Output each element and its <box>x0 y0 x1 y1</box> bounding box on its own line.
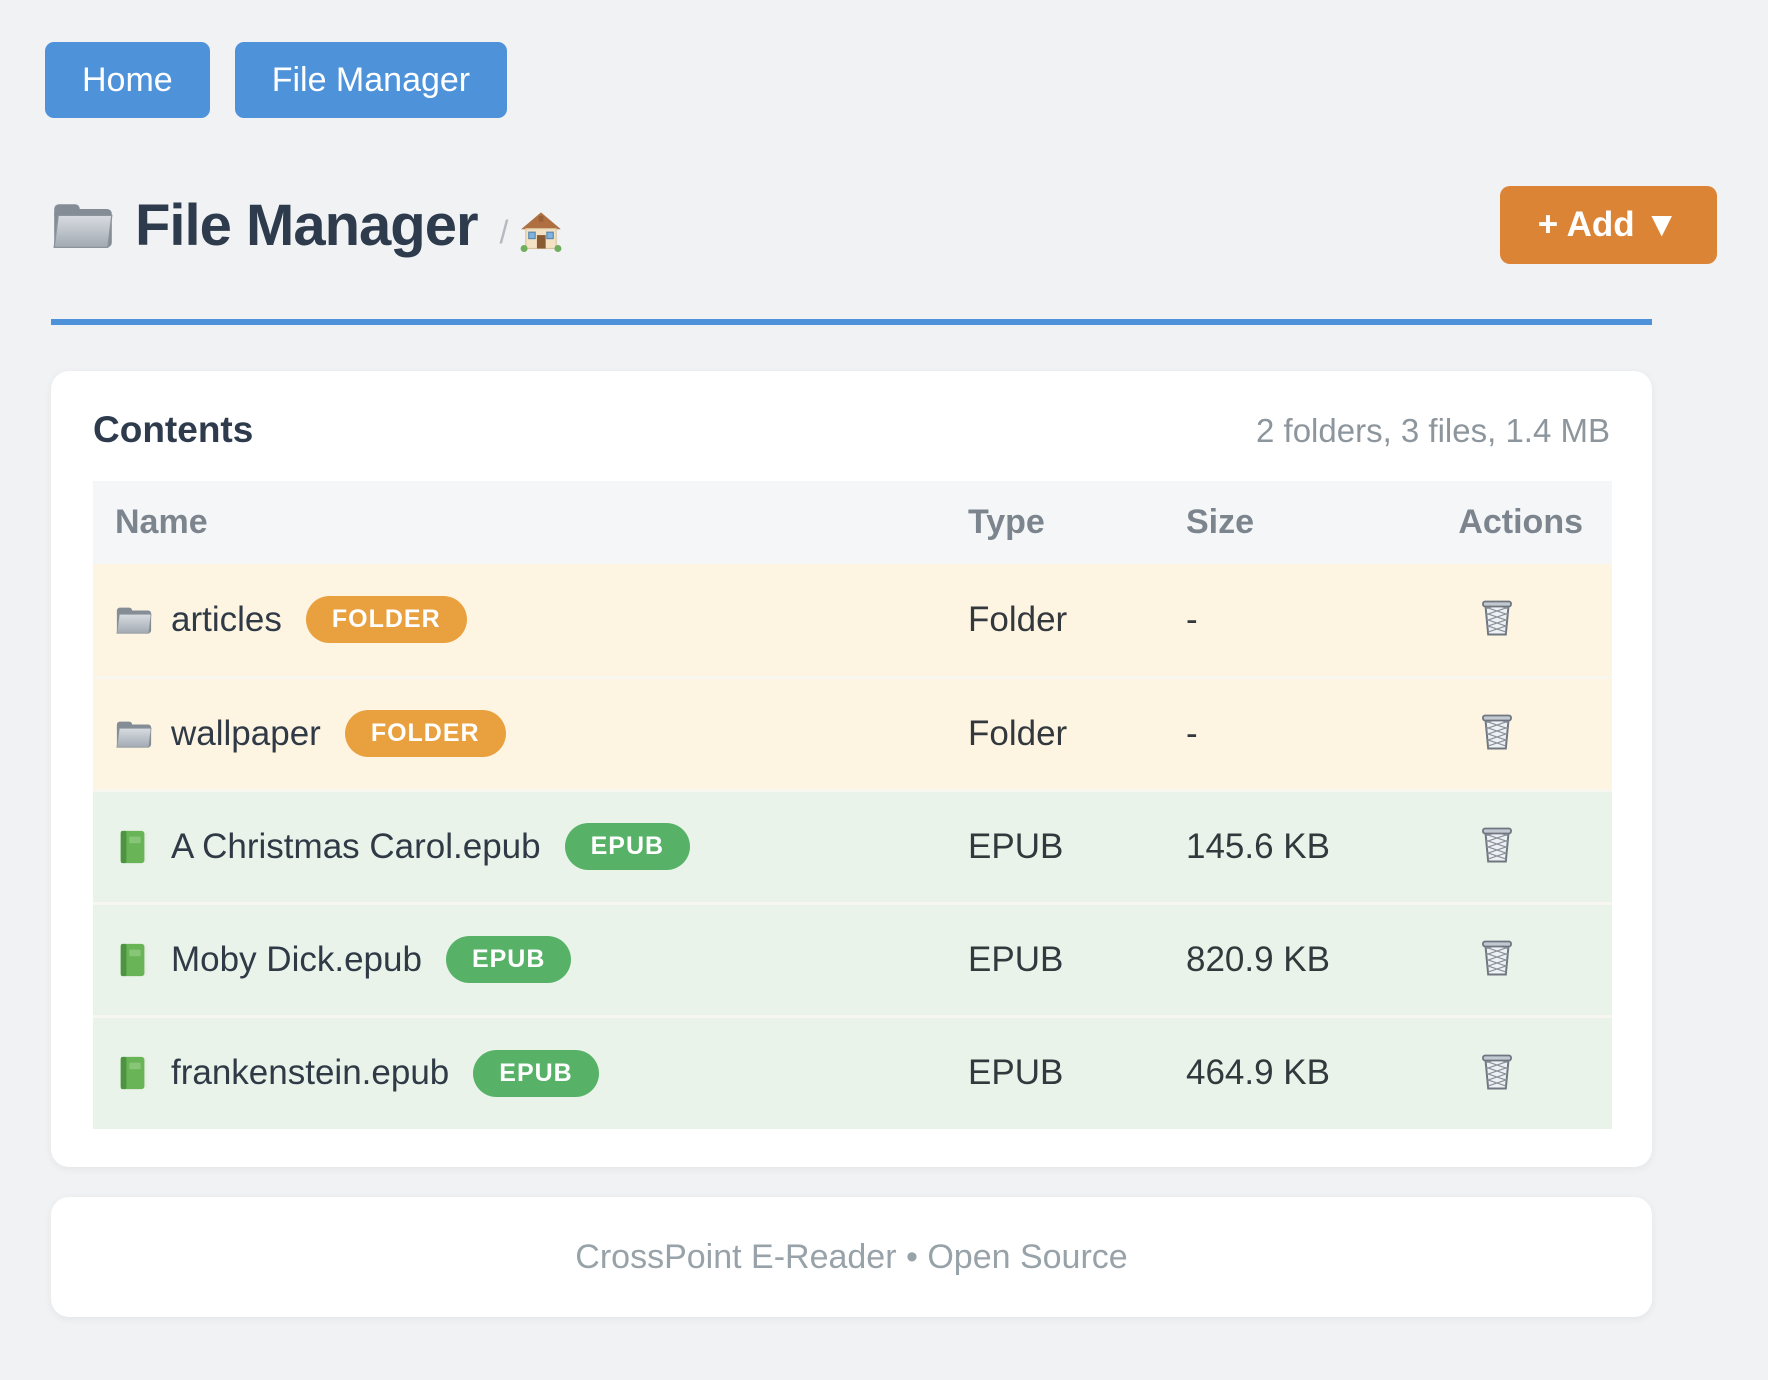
delete-button[interactable] <box>1475 1047 1519 1095</box>
table-row: articles FOLDER Folder - <box>93 564 1612 677</box>
footer-text: CrossPoint E-Reader • Open Source <box>575 1237 1128 1276</box>
table-header-row: Name Type Size Actions <box>93 481 1612 564</box>
column-header-name: Name <box>93 481 946 564</box>
contents-card: Contents 2 folders, 3 files, 1.4 MB Name… <box>51 371 1652 1167</box>
page-title: File Manager <box>135 192 479 258</box>
name-cell: frankenstein.epub EPUB <box>93 1014 946 1129</box>
trash-icon <box>1479 824 1515 864</box>
book-icon <box>115 1055 153 1091</box>
add-button[interactable]: + Add ▼ <box>1499 186 1717 264</box>
actions-cell <box>1382 675 1612 790</box>
size-cell: 820.9 KB <box>1164 901 1382 1016</box>
contents-title: Contents <box>93 409 254 450</box>
name-cell: A Christmas Carol.epub EPUB <box>93 788 946 903</box>
actions-cell <box>1382 788 1612 903</box>
type-cell: EPUB <box>946 1014 1164 1129</box>
type-badge: EPUB <box>445 936 572 983</box>
file-name: Moby Dick.epub <box>171 939 422 979</box>
name-cell: Moby Dick.epub EPUB <box>93 901 946 1016</box>
title-group: File Manager / <box>51 192 562 259</box>
trash-icon <box>1479 711 1515 751</box>
item-link[interactable]: articles FOLDER <box>115 596 946 644</box>
home-button[interactable]: Home <box>45 42 210 118</box>
column-header-actions: Actions <box>1382 481 1612 564</box>
type-cell: Folder <box>946 564 1164 677</box>
type-badge: EPUB <box>473 1049 599 1097</box>
actions-cell <box>1382 901 1612 1016</box>
size-cell: 145.6 KB <box>1164 788 1382 903</box>
contents-table-body: articles FOLDER Folder - wallpaper FOLDE… <box>93 564 1612 1129</box>
top-nav: Home File Manager <box>0 0 1768 118</box>
table-row: wallpaper FOLDER Folder - <box>93 675 1612 790</box>
size-cell: 464.9 KB <box>1164 1014 1382 1129</box>
actions-cell <box>1382 1014 1612 1129</box>
size-cell: - <box>1164 675 1382 790</box>
contents-card-header: Contents 2 folders, 3 files, 1.4 MB <box>93 409 1610 451</box>
table-row: Moby Dick.epub EPUB EPUB 820.9 KB <box>93 901 1612 1016</box>
book-icon <box>115 829 153 865</box>
type-badge: EPUB <box>564 823 691 870</box>
table-row: A Christmas Carol.epub EPUB EPUB 145.6 K… <box>93 788 1612 903</box>
folder-icon <box>51 197 115 253</box>
size-cell: - <box>1164 564 1382 677</box>
item-link[interactable]: Moby Dick.epub EPUB <box>115 936 946 983</box>
item-link[interactable]: A Christmas Carol.epub EPUB <box>115 823 946 870</box>
file-name: wallpaper <box>171 713 321 753</box>
delete-button[interactable] <box>1475 707 1519 755</box>
folder-icon <box>115 716 153 752</box>
trash-icon <box>1479 597 1515 637</box>
type-cell: EPUB <box>946 788 1164 903</box>
trash-icon <box>1479 937 1515 977</box>
type-badge: FOLDER <box>344 710 506 757</box>
page-header: File Manager / + Add ▼ <box>51 186 1717 264</box>
file-name: A Christmas Carol.epub <box>171 826 541 866</box>
file-manager-button[interactable]: File Manager <box>234 42 508 118</box>
column-header-size: Size <box>1164 481 1382 564</box>
type-cell: Folder <box>946 675 1164 790</box>
actions-cell <box>1382 564 1612 677</box>
delete-button[interactable] <box>1475 820 1519 868</box>
home-icon[interactable] <box>520 210 562 252</box>
contents-summary: 2 folders, 3 files, 1.4 MB <box>1256 412 1610 449</box>
column-header-type: Type <box>946 481 1164 564</box>
folder-icon <box>115 602 153 638</box>
item-link[interactable]: wallpaper FOLDER <box>115 710 946 757</box>
table-row: frankenstein.epub EPUB EPUB 464.9 KB <box>93 1014 1612 1129</box>
footer-card: CrossPoint E-Reader • Open Source <box>51 1197 1652 1317</box>
file-name: frankenstein.epub <box>171 1053 450 1093</box>
type-badge: FOLDER <box>305 596 467 644</box>
delete-button[interactable] <box>1475 593 1519 641</box>
breadcrumb-separator: / <box>499 213 509 250</box>
contents-table: Name Type Size Actions articles FOLDER F… <box>93 481 1612 1129</box>
name-cell: articles FOLDER <box>93 564 946 677</box>
header-divider <box>51 319 1652 325</box>
delete-button[interactable] <box>1475 933 1519 981</box>
file-name: articles <box>171 599 282 639</box>
trash-icon <box>1479 1051 1515 1091</box>
type-cell: EPUB <box>946 901 1164 1016</box>
name-cell: wallpaper FOLDER <box>93 675 946 790</box>
book-icon <box>115 942 153 978</box>
item-link[interactable]: frankenstein.epub EPUB <box>115 1049 946 1097</box>
